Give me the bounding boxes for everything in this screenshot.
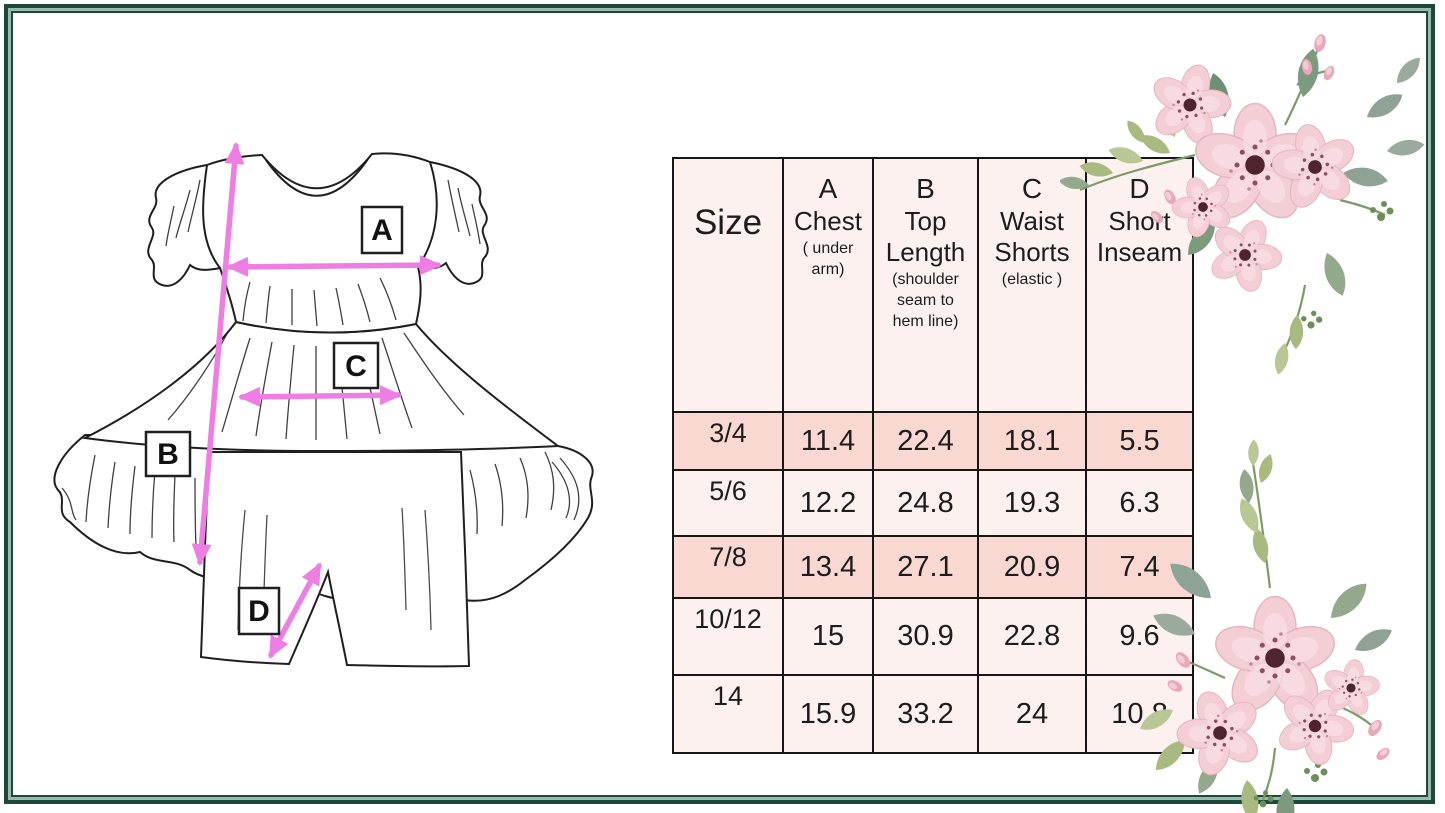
cell-value: 24 (977, 674, 1087, 754)
size-table: Size A Chest ( under arm) B Top Length (… (672, 157, 1194, 754)
label-C: C (332, 341, 380, 390)
cell-value: 24.8 (872, 469, 979, 537)
column-header-inseam: D Short Inseam (1085, 157, 1194, 413)
cell-value: 15 (782, 597, 874, 676)
label-D: D (237, 586, 281, 636)
cell-value: 15.9 (782, 674, 874, 754)
table-row: 14 15.9 33.2 24 10.8 (672, 674, 1194, 754)
table-row: 7/8 13.4 27.1 20.9 7.4 (672, 535, 1194, 599)
cell-value: 6.3 (1085, 469, 1194, 537)
arrow-waist-C (238, 385, 402, 407)
column-header-waist: C Waist Shorts (elastic ) (977, 157, 1087, 413)
label-B: B (144, 430, 192, 478)
cell-value: 11.4 (782, 411, 874, 471)
cell-value: 19.3 (977, 469, 1087, 537)
cell-value: 22.4 (872, 411, 979, 471)
svg-text:B: B (157, 438, 179, 471)
cell-value: 9.6 (1085, 597, 1194, 676)
table-row: 5/6 12.2 24.8 19.3 6.3 (672, 469, 1194, 537)
table-row: 10/12 15 30.9 22.8 9.6 (672, 597, 1194, 676)
column-header-top-length: B Top Length (shoulder seam to hem line) (872, 157, 979, 413)
cell-value: 7.4 (1085, 535, 1194, 599)
cell-value: 20.9 (977, 535, 1087, 599)
size-label: 10/12 (672, 597, 784, 676)
cell-value: 18.1 (977, 411, 1087, 471)
cell-value: 22.8 (977, 597, 1087, 676)
cell-value: 10.8 (1085, 674, 1194, 754)
arrow-chest-A (226, 255, 442, 277)
cell-value: 12.2 (782, 469, 874, 537)
size-label: 14 (672, 674, 784, 754)
column-header-chest: A Chest ( under arm) (782, 157, 874, 413)
measurement-arrows (191, 142, 442, 659)
arrow-inseam-D (268, 562, 322, 659)
svg-text:D: D (248, 595, 270, 628)
svg-text:A: A (371, 214, 393, 247)
label-A: A (360, 205, 404, 255)
arrow-length-B (191, 142, 245, 566)
header-row: Size A Chest ( under arm) B Top Length (… (672, 157, 1194, 413)
flutter-sleeves (147, 161, 489, 287)
cell-value: 27.1 (872, 535, 979, 599)
size-label: 3/4 (672, 411, 784, 471)
cell-value: 5.5 (1085, 411, 1194, 471)
size-label: 7/8 (672, 535, 784, 599)
cell-value: 13.4 (782, 535, 874, 599)
garment-measurement-diagram: A B C D (53, 142, 594, 668)
table-row: 3/4 11.4 22.4 18.1 5.5 (672, 411, 1194, 471)
svg-text:C: C (345, 350, 367, 383)
column-header-size: Size (672, 157, 784, 413)
cell-value: 30.9 (872, 597, 979, 676)
size-label: 5/6 (672, 469, 784, 537)
cell-value: 33.2 (872, 674, 979, 754)
measurement-labels: A B C D (144, 205, 404, 636)
